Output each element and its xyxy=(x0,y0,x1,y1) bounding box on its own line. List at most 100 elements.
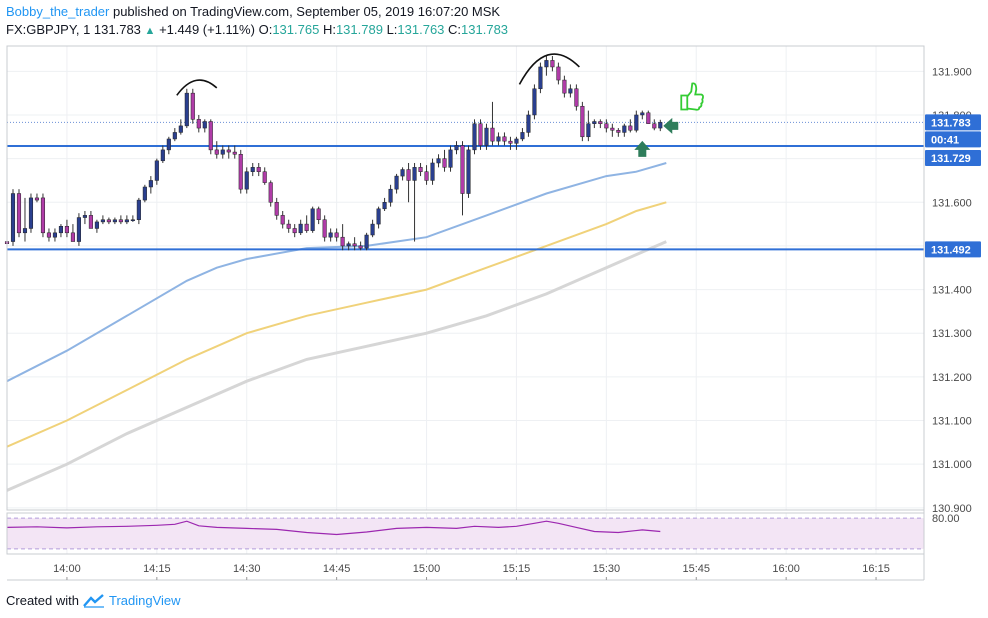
x-tick-label: 14:45 xyxy=(323,563,351,575)
bull-candle xyxy=(400,169,405,177)
bull-candle xyxy=(244,171,249,190)
bull-candle xyxy=(220,149,225,155)
upper-level-tag: 131.729 xyxy=(931,153,971,165)
bull-candle xyxy=(298,223,303,234)
bear-candle xyxy=(628,125,633,131)
left-peak-arc xyxy=(176,79,218,96)
bull-candle xyxy=(622,125,627,133)
high-value: 131.789 xyxy=(335,22,383,37)
low-value: 131.763 xyxy=(397,22,445,37)
publish-text: published on TradingView.com, September … xyxy=(109,4,501,19)
bear-candle xyxy=(70,232,75,242)
y-tick-label: 131.200 xyxy=(932,372,972,384)
x-tick-label: 14:00 xyxy=(53,563,81,575)
bull-candle xyxy=(532,88,537,116)
bear-candle xyxy=(40,197,46,234)
bear-candle xyxy=(478,123,483,146)
close-value: 131.783 xyxy=(461,22,509,37)
rsi-pane: 80.00 xyxy=(6,513,960,550)
author-link[interactable]: Bobby_the_trader xyxy=(6,4,110,19)
y-tick-label: 131.600 xyxy=(932,197,972,209)
created-with-label: Created with xyxy=(6,593,79,608)
bull-candle xyxy=(166,138,171,151)
bear-candle xyxy=(604,123,609,129)
bull-candle xyxy=(388,188,393,203)
bear-candle xyxy=(286,223,291,229)
bull-candle xyxy=(634,114,639,131)
last-price-tag-bg xyxy=(925,114,981,131)
bear-candle xyxy=(652,123,657,129)
bear-candle xyxy=(214,149,219,155)
bear-candle xyxy=(196,119,201,129)
bear-candle xyxy=(280,215,285,225)
low-label: L: xyxy=(386,22,398,37)
y-tick-label: 131.900 xyxy=(932,66,972,78)
bull-candle xyxy=(22,228,28,234)
ma-mid-line xyxy=(6,201,667,448)
countdown-tag: 00:41 xyxy=(931,134,959,146)
rsi-axis-label: 80.00 xyxy=(932,513,960,525)
bull-candle xyxy=(202,121,207,129)
bear-candle xyxy=(232,151,237,155)
bull-candle xyxy=(658,122,663,129)
x-tick-label: 14:15 xyxy=(143,563,171,575)
bull-candle xyxy=(592,121,597,124)
grid-lines xyxy=(7,46,924,554)
bear-candle xyxy=(88,215,93,229)
bull-candle xyxy=(130,219,135,221)
bull-candle xyxy=(484,127,489,146)
bull-candle xyxy=(376,208,381,225)
bear-candle xyxy=(304,223,309,231)
bull-candle xyxy=(514,138,519,144)
bull-candle xyxy=(250,167,255,172)
candlesticks xyxy=(4,56,663,251)
rsi-band xyxy=(7,518,924,549)
annotations xyxy=(176,53,704,157)
price-tags: 131.783 00:41 131.729 131.492 xyxy=(925,114,981,258)
bear-candle xyxy=(502,136,507,142)
bull-candle xyxy=(394,175,399,190)
bear-candle xyxy=(106,219,111,223)
bull-candle xyxy=(160,149,165,162)
bull-candle xyxy=(346,243,351,247)
bear-candle xyxy=(556,66,561,81)
open-value: 131.765 xyxy=(272,22,320,37)
bull-candle xyxy=(568,88,573,94)
price-change: +1.449 (+1.11%) xyxy=(159,22,255,37)
open-label: O: xyxy=(258,22,273,37)
bear-candle xyxy=(574,88,579,107)
bear-candle xyxy=(190,92,195,120)
bear-candle xyxy=(646,112,651,124)
bull-candle xyxy=(640,112,645,116)
bear-candle xyxy=(46,232,52,238)
upper-level-tag-bg xyxy=(925,149,981,166)
bull-candle xyxy=(586,123,591,138)
publish-info: Bobby_the_trader published on TradingVie… xyxy=(6,4,500,19)
chart-frame xyxy=(6,45,925,581)
countdown-tag-bg xyxy=(925,131,981,148)
y-tick-label: 130.900 xyxy=(932,503,972,515)
bull-candle xyxy=(466,149,471,194)
x-tick-label: 15:15 xyxy=(503,563,531,575)
symbol-label: FX:GBPJPY, 1 xyxy=(6,22,91,37)
y-tick-label: 131.300 xyxy=(932,328,972,340)
rsi-line xyxy=(6,520,661,536)
tradingview-link[interactable]: TradingView xyxy=(108,593,181,608)
bull-candle xyxy=(112,219,117,223)
horizontal-levels[interactable] xyxy=(7,121,924,251)
lower-level-tag-bg xyxy=(925,241,981,258)
bull-candle xyxy=(178,125,183,133)
x-tick-label: 15:00 xyxy=(413,563,441,575)
bull-candle xyxy=(82,215,87,218)
bull-candle xyxy=(496,136,501,142)
bear-candle xyxy=(322,219,327,238)
time-axis[interactable]: 14:00 14:15 14:30 14:45 15:00 15:15 15:30 15:45… xyxy=(53,563,890,580)
footer: Created with TradingView xyxy=(6,593,181,608)
x-tick-label: 15:30 xyxy=(593,563,621,575)
bear-candle xyxy=(562,79,567,94)
up-triangle-icon: ▲ xyxy=(144,25,156,37)
bull-candle xyxy=(172,132,177,140)
x-tick-label: 15:45 xyxy=(682,563,710,575)
bull-candle xyxy=(526,114,531,133)
